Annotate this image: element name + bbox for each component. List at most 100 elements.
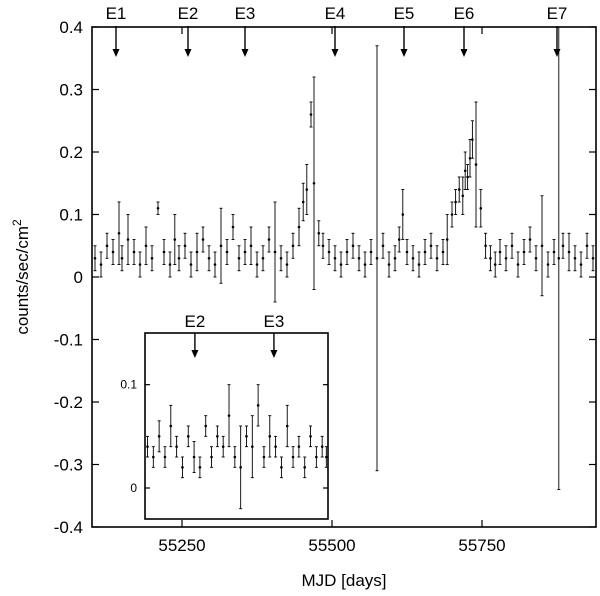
data-marker — [162, 250, 166, 254]
data-point — [157, 420, 161, 453]
data-marker — [466, 175, 469, 179]
data-marker — [387, 263, 391, 266]
event-label: E4 — [325, 4, 346, 23]
x-tick-label: 55250 — [158, 536, 205, 555]
data-marker — [484, 244, 487, 248]
data-marker — [297, 225, 301, 229]
data-marker — [146, 445, 149, 448]
data-marker — [528, 238, 532, 241]
data-marker — [261, 256, 265, 260]
data-marker — [213, 263, 217, 266]
data-marker — [411, 256, 415, 260]
data-marker — [441, 250, 445, 254]
data-point — [255, 251, 259, 278]
data-point — [333, 245, 337, 272]
data-point — [411, 245, 415, 272]
data-point — [261, 245, 265, 272]
data-marker — [333, 256, 337, 260]
y-tick-label: -0.2 — [54, 393, 83, 412]
y-axis-label: counts/sec/cm2 — [10, 219, 32, 335]
data-marker — [273, 250, 277, 254]
inset-frame — [144, 332, 329, 520]
data-point — [397, 226, 401, 253]
data-marker — [321, 244, 325, 248]
data-marker — [546, 263, 550, 266]
data-point — [498, 239, 502, 265]
data-point — [522, 239, 526, 265]
event-arrow-head — [400, 49, 408, 57]
data-marker — [573, 256, 577, 260]
data-marker — [291, 244, 295, 248]
event-label: E7 — [547, 4, 568, 23]
data-point — [463, 151, 467, 190]
data-marker — [267, 238, 271, 241]
data-point — [474, 101, 478, 228]
data-marker — [227, 414, 231, 417]
event-marker-e7: E7 — [547, 4, 568, 57]
data-point — [591, 245, 595, 272]
data-point — [273, 201, 277, 303]
data-marker — [280, 466, 283, 469]
data-point — [393, 245, 397, 272]
data-point — [351, 232, 355, 259]
data-point — [305, 164, 309, 215]
data-point — [189, 251, 193, 278]
data-point — [454, 189, 458, 215]
data-marker — [454, 200, 457, 204]
data-point — [540, 195, 544, 297]
event-markers: E1 E2 E3 E4 E5 E6 E7 — [106, 4, 568, 57]
data-point — [111, 239, 115, 265]
data-point — [267, 226, 271, 253]
x-axis-label: MJD [days] — [301, 571, 386, 590]
data-point — [327, 239, 331, 265]
data-point — [309, 101, 313, 128]
data-point — [192, 441, 196, 473]
data-marker — [320, 445, 324, 448]
event-label: E2 — [178, 4, 199, 23]
data-marker — [445, 238, 449, 241]
inset-event-markers: E2 E3 — [185, 312, 284, 358]
data-point — [312, 76, 316, 290]
data-marker — [489, 256, 492, 260]
data-point — [546, 251, 550, 278]
x-tick-label: 55500 — [308, 536, 355, 555]
data-point — [561, 232, 565, 259]
data-marker — [317, 231, 321, 235]
data-marker — [285, 424, 289, 428]
data-marker — [279, 256, 283, 260]
data-marker — [233, 455, 237, 459]
data-point — [274, 435, 278, 458]
data-marker — [291, 455, 295, 459]
data-point — [504, 245, 508, 272]
data-point — [345, 239, 349, 265]
data-point — [470, 120, 474, 159]
data-point — [126, 214, 130, 265]
data-point — [163, 446, 167, 468]
data-marker — [126, 238, 130, 241]
inset-background — [145, 333, 328, 519]
data-point — [573, 245, 577, 272]
inset-panel: 00.1 E2 E3 — [120, 312, 329, 520]
data-point — [198, 456, 202, 479]
data-marker — [315, 455, 318, 459]
data-marker — [305, 188, 309, 191]
data-point — [120, 245, 124, 272]
data-point — [132, 239, 136, 265]
data-marker — [534, 256, 538, 260]
data-marker — [457, 188, 461, 191]
data-point — [510, 232, 514, 259]
event-arrow-head — [553, 49, 561, 57]
data-marker — [516, 263, 520, 266]
data-marker — [239, 466, 242, 469]
data-point — [567, 232, 571, 272]
data-point — [221, 435, 225, 458]
data-point — [320, 435, 324, 458]
data-point — [151, 446, 155, 468]
data-marker — [339, 263, 343, 266]
data-marker — [262, 455, 266, 459]
data-marker — [357, 256, 361, 260]
data-marker — [150, 256, 154, 260]
event-arrow-head — [191, 350, 199, 358]
data-marker — [468, 156, 472, 160]
data-marker — [207, 256, 211, 260]
